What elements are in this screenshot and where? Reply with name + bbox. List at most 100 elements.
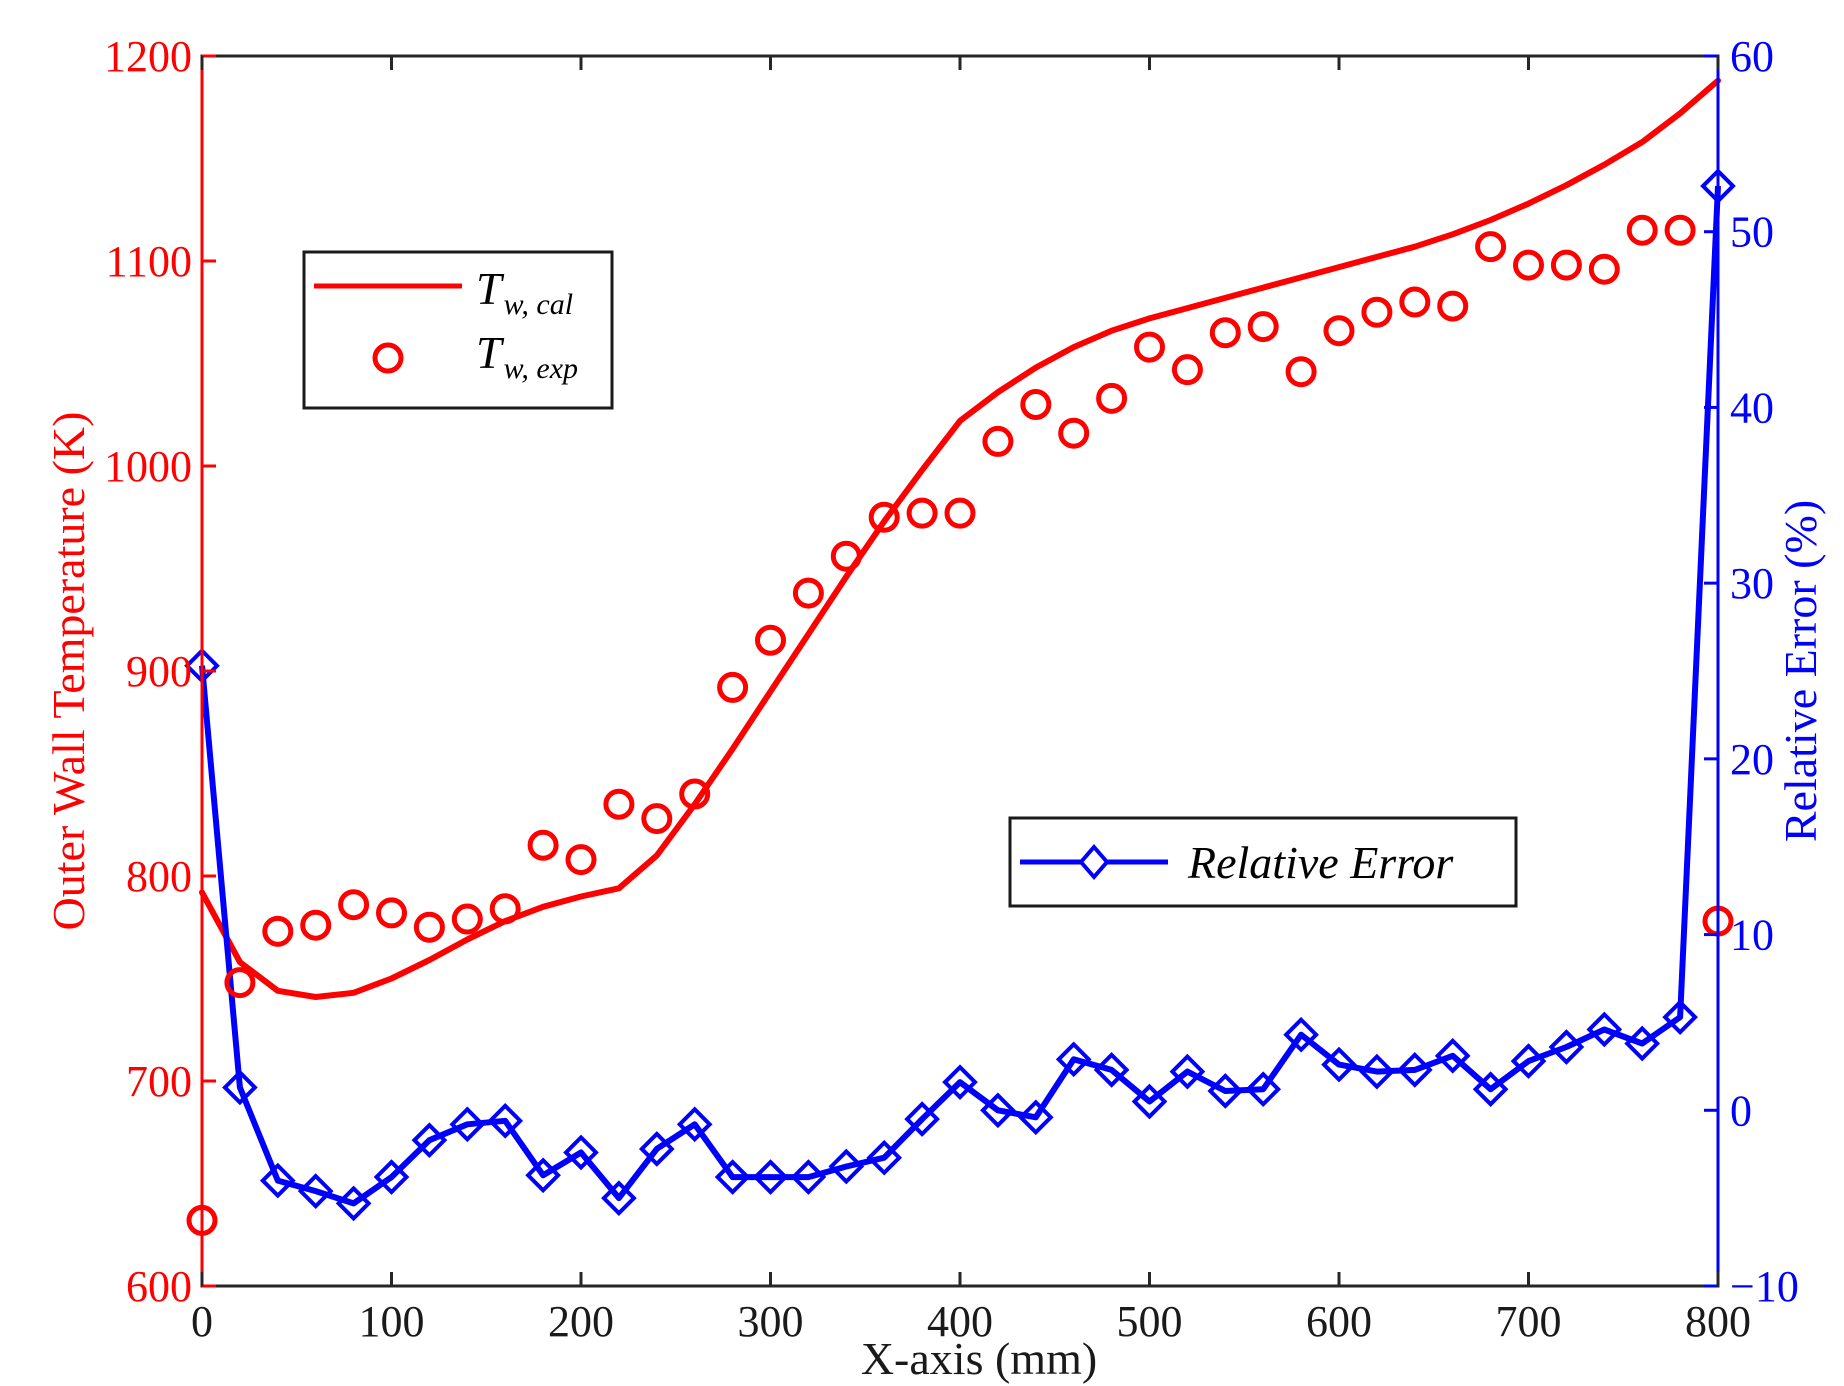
right-tick-label: 20 (1730, 735, 1774, 784)
tw-exp-point (1399, 286, 1431, 318)
relative-error-point (1624, 1025, 1661, 1062)
tw-exp-point (451, 903, 483, 935)
legend-error-box (1008, 816, 1518, 908)
legend-temperature: Tw, cal Tw, exp (302, 250, 614, 410)
relative-error-point (676, 1106, 713, 1143)
tw-exp-point (830, 540, 862, 572)
relative-error-point (942, 1064, 978, 1100)
legend-exp-swatch (372, 342, 404, 374)
tw-exp-point (679, 778, 711, 810)
relative-error-point (1359, 1053, 1395, 1090)
relative-error-point (259, 1162, 296, 1199)
tw-exp-point (1323, 315, 1355, 347)
left-axis-ticks: 600 700 800 900 1000 1100 1200 (104, 32, 216, 1311)
legend-error-label: Relative Error (1187, 837, 1454, 888)
relative-error-point (752, 1159, 789, 1195)
left-tick-label: 1200 (104, 32, 192, 81)
tw-exp-point (489, 893, 521, 925)
tw-exp-point (1437, 290, 1469, 322)
tw-exp-point (717, 671, 749, 703)
tw-exp-point (868, 501, 900, 533)
relative-error-point (487, 1103, 524, 1139)
tw-exp-point (1247, 311, 1279, 343)
relative-error-point (638, 1131, 675, 1167)
tw-exp-point (906, 497, 938, 529)
right-tick-label: 0 (1730, 1086, 1752, 1135)
legend-error-swatch-diamond (1078, 843, 1110, 881)
legend-exp-sub: w, exp (504, 352, 578, 385)
left-tick-label: 800 (126, 852, 192, 901)
relative-error-point (904, 1101, 940, 1137)
left-tick-label: 700 (126, 1057, 192, 1106)
relative-error-point (1283, 1016, 1319, 1053)
right-tick-label: 50 (1730, 208, 1774, 257)
bottom-tick-label: 200 (548, 1297, 614, 1346)
relative-error-point (1548, 1029, 1585, 1065)
tw-exp-point (1513, 249, 1544, 281)
series-layer (184, 77, 1736, 1236)
bottom-tick-label: 600 (1306, 1297, 1372, 1346)
tw-exp-point (982, 425, 1014, 457)
relative-error-point (411, 1122, 448, 1158)
relative-error-point (222, 1069, 258, 1106)
relative-error-point (1245, 1071, 1282, 1108)
right-tick-label: −10 (1730, 1262, 1799, 1311)
tw-exp-point (1171, 354, 1203, 386)
bottom-tick-label: 400 (927, 1297, 993, 1346)
relative-error-point (1396, 1052, 1433, 1088)
relative-error-point (828, 1148, 865, 1185)
relative-error-point (1510, 1043, 1547, 1079)
relative-error-point (563, 1134, 599, 1171)
relative-error-point (980, 1092, 1016, 1129)
tw-exp-point (224, 967, 256, 999)
tw-exp-point (1588, 253, 1620, 285)
relative-error-point (866, 1139, 903, 1176)
tw-exp-point (413, 911, 445, 943)
relative-error-point (1169, 1053, 1206, 1090)
series-relative-error-line (199, 185, 1721, 1207)
left-tick-label: 1100 (106, 237, 192, 286)
relative-error-point (1017, 1099, 1054, 1136)
legend-exp-main: T (476, 327, 505, 378)
bottom-axis-ticks: 0 100 200 300 400 500 600 700 800 (191, 56, 1751, 1346)
relative-error-point (1434, 1037, 1471, 1074)
relative-error-point (714, 1159, 751, 1195)
tw-exp-point (1550, 249, 1582, 281)
left-tick-label: 900 (126, 647, 192, 696)
tw-exp-point (1058, 417, 1090, 449)
tw-exp-point (1020, 389, 1052, 420)
right-axis-ticks: −10 0 10 20 30 40 50 60 (1704, 32, 1799, 1311)
relative-error-point (1662, 999, 1698, 1035)
relative-error-point (1093, 1052, 1130, 1088)
relative-error-point (335, 1185, 372, 1222)
relative-error-point (790, 1159, 827, 1195)
bottom-tick-label: 800 (1685, 1297, 1751, 1346)
x-axis-title: X-axis (mm) (861, 1333, 1097, 1384)
legend-temperature-box (302, 250, 614, 410)
right-tick-label: 30 (1730, 559, 1774, 608)
left-tick-label: 1000 (104, 442, 192, 491)
relative-error-point (1055, 1041, 1092, 1078)
tw-exp-point (565, 844, 597, 876)
tw-exp-point (527, 829, 559, 861)
relative-error-point (1321, 1046, 1357, 1083)
tw-exp-point (1361, 296, 1393, 328)
right-tick-label: 40 (1730, 383, 1774, 432)
tw-exp-point (1475, 231, 1507, 263)
bottom-tick-label: 500 (1117, 1297, 1183, 1346)
tw-exp-point (603, 788, 635, 820)
relative-error-point (1586, 1011, 1623, 1048)
bottom-tick-label: 700 (1496, 1297, 1562, 1346)
tw-exp-point (641, 803, 673, 835)
left-tick-label: 600 (126, 1262, 192, 1311)
tw-exp-point (1285, 356, 1317, 388)
relative-error-point (601, 1180, 637, 1216)
tw-exp-point (1209, 317, 1241, 349)
tw-exp-point (944, 497, 976, 529)
tw-exp-point (300, 909, 332, 941)
series-tw-cal-line (199, 77, 1721, 1000)
bottom-tick-label: 100 (359, 1297, 425, 1346)
bottom-tick-label: 0 (191, 1297, 213, 1346)
